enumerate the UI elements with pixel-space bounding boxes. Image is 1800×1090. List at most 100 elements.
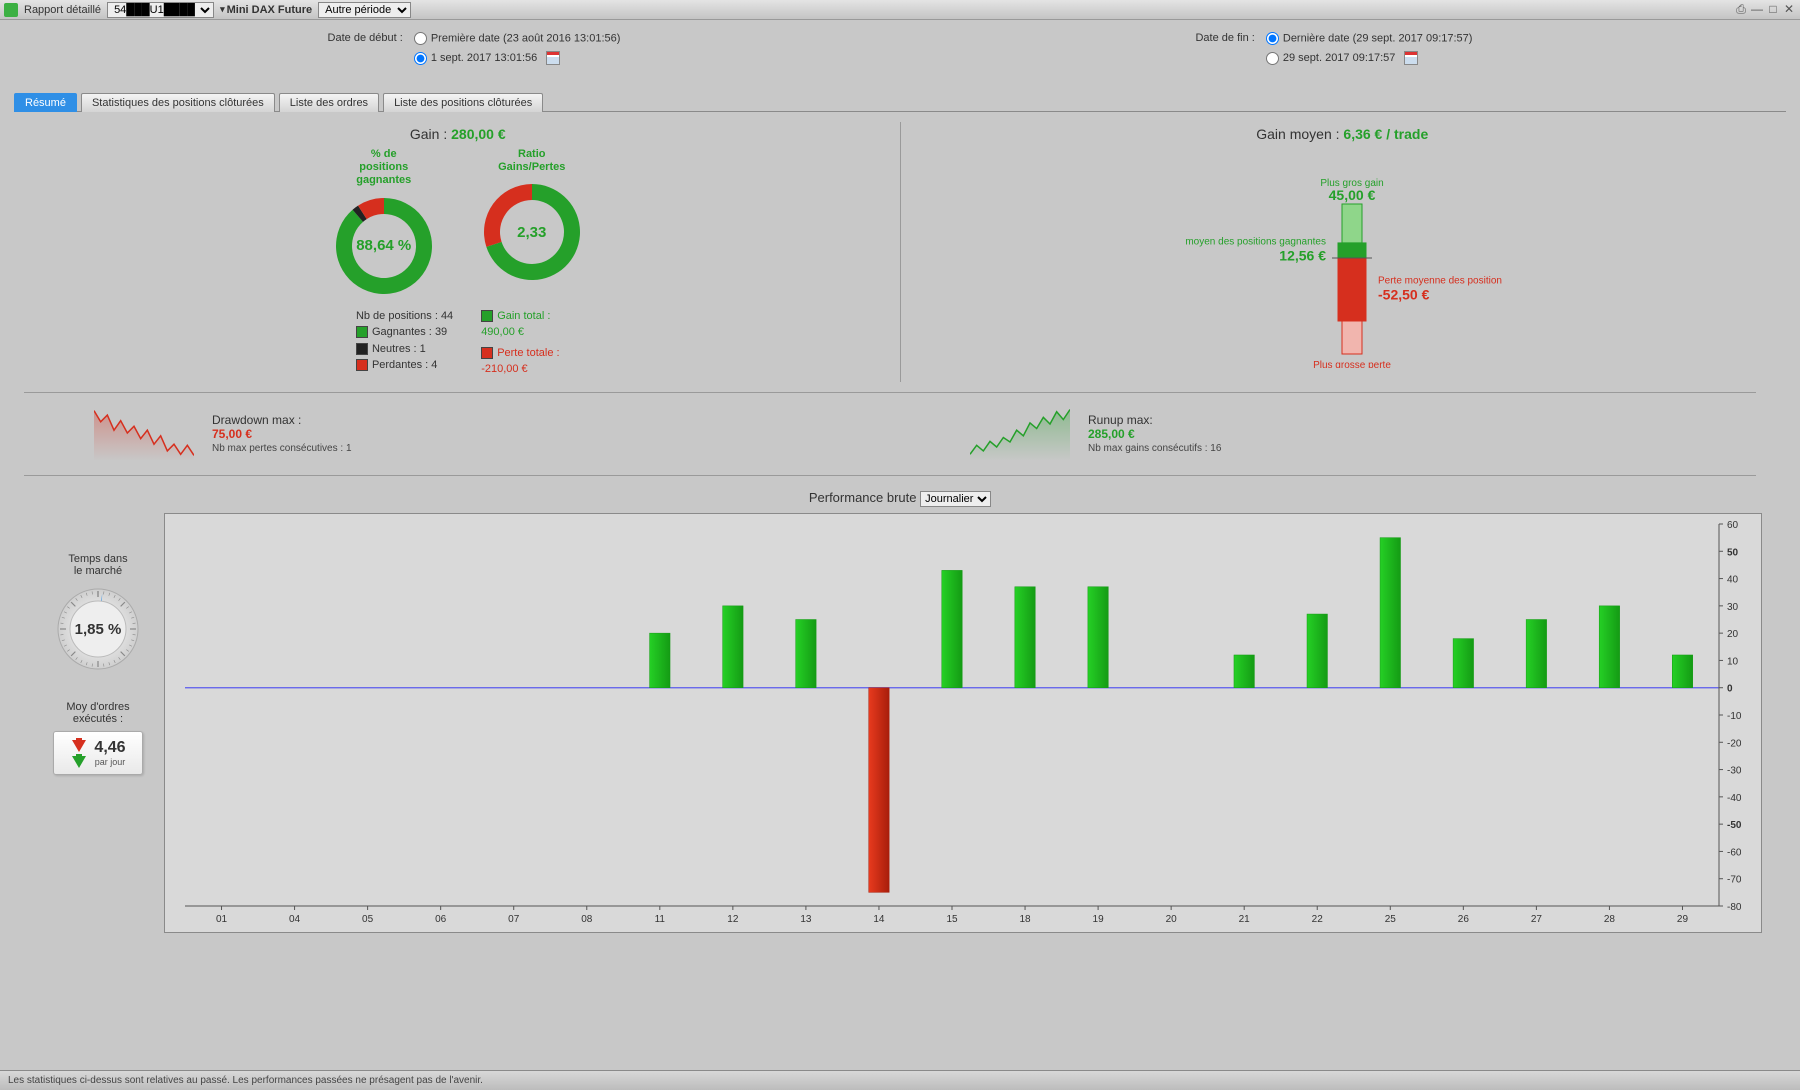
close-icon[interactable]: ✕	[1782, 2, 1796, 17]
avg-orders-title: Moy d'ordres exécutés :	[38, 701, 158, 725]
end-date-label: Date de fin :	[1195, 32, 1254, 44]
end-date-option-1[interactable]: Dernière date (29 sept. 2017 09:17:57)	[1266, 32, 1473, 45]
svg-text:05: 05	[362, 914, 374, 925]
svg-text:06: 06	[435, 914, 447, 925]
ratio-value: 2,33	[478, 178, 586, 286]
window-controls: ⎙ — □ ✕	[1734, 2, 1796, 17]
svg-text:29: 29	[1677, 914, 1689, 925]
perf-granularity-select[interactable]: Journalier	[920, 491, 991, 507]
performance-bar-chart: -80 -70 -60 -50 -40 -30 -20 -10 0 10 20 30 40 50 60 01 0…	[164, 513, 1762, 933]
svg-text:Plus grosse perte: Plus grosse perte	[1313, 360, 1391, 368]
svg-text:-52,50 €: -52,50 €	[1378, 287, 1430, 303]
svg-text:-70: -70	[1727, 875, 1742, 886]
start-date-option-2[interactable]: 1 sept. 2017 13:01:56	[414, 51, 621, 65]
svg-text:Gain moyen des positions gagna: Gain moyen des positions gagnantes	[1182, 236, 1326, 247]
time-in-market-value: 1,85 %	[52, 583, 144, 675]
svg-text:13: 13	[800, 914, 812, 925]
start-date-block: Date de début : Première date (23 août 2…	[328, 32, 621, 71]
svg-text:20: 20	[1166, 914, 1178, 925]
svg-text:11: 11	[655, 914, 666, 925]
winrate-donut: % de positions gagnantes 88,64 %	[330, 148, 438, 300]
svg-text:27: 27	[1531, 914, 1543, 925]
winrate-value: 88,64 %	[330, 192, 438, 300]
instrument-label[interactable]: ▾ Mini DAX Future	[220, 4, 312, 16]
date-range-row: Date de début : Première date (23 août 2…	[0, 20, 1800, 75]
svg-text:30: 30	[1727, 602, 1739, 613]
tab-orders[interactable]: Liste des ordres	[279, 93, 379, 112]
drawdown-sub: Nb max pertes consécutives : 1	[212, 443, 352, 454]
perf-header: Performance brute Journalier	[24, 490, 1776, 507]
avg-orders-value: 4,46	[94, 739, 125, 757]
avg-orders-unit: par jour	[94, 757, 125, 767]
svg-text:-20: -20	[1727, 738, 1742, 749]
svg-text:21: 21	[1239, 914, 1251, 925]
calendar-icon[interactable]	[546, 51, 560, 65]
svg-text:-80: -80	[1727, 902, 1742, 913]
svg-text:12: 12	[727, 914, 739, 925]
svg-text:01: 01	[216, 914, 228, 925]
start-date-option-1[interactable]: Première date (23 août 2016 13:01:56)	[414, 32, 621, 45]
svg-text:Perte moyenne des positions pe: Perte moyenne des positions perdantes	[1378, 276, 1502, 287]
period-select[interactable]: Autre période	[318, 2, 411, 18]
title-bar: Rapport détaillé 54███U1████ ▾ Mini DAX …	[0, 0, 1800, 20]
summary-legend: Nb de positions : 44 Gagnantes : 39 Neut…	[84, 308, 832, 378]
time-in-market-title: Temps dans le marché	[38, 553, 158, 577]
avg-orders-card: 4,46 par jour	[53, 731, 143, 775]
runup-value: 285,00 €	[1088, 427, 1221, 441]
arrow-down-icon	[72, 738, 86, 752]
chevron-down-icon: ▾	[220, 4, 225, 15]
tab-resume[interactable]: Résumé	[14, 93, 77, 112]
ratio-donut: Ratio Gains/Pertes 2,33	[478, 148, 586, 300]
time-in-market-gauge: 1,85 %	[52, 583, 144, 675]
svg-text:22: 22	[1312, 914, 1324, 925]
window-title: Rapport détaillé	[24, 4, 101, 16]
gain-header: Gain : 280,00 €	[84, 126, 832, 142]
arrow-up-icon	[72, 754, 86, 768]
svg-text:15: 15	[946, 914, 958, 925]
maximize-icon[interactable]: □	[1766, 2, 1780, 17]
runup-sub: Nb max gains consécutifs : 16	[1088, 443, 1221, 454]
svg-text:14: 14	[873, 914, 885, 925]
app-icon	[4, 3, 18, 17]
drawdown-label: Drawdown max :	[212, 413, 352, 427]
runup-sparkline	[970, 405, 1070, 461]
tab-bar: Résumé Statistiques des positions clôtur…	[0, 93, 1800, 112]
calendar-icon[interactable]	[1404, 51, 1418, 65]
svg-text:-40: -40	[1727, 793, 1742, 804]
drawdown-sparkline	[94, 405, 194, 461]
svg-text:28: 28	[1604, 914, 1616, 925]
svg-text:-30: -30	[1727, 766, 1742, 777]
svg-text:18: 18	[1019, 914, 1031, 925]
account-select[interactable]: 54███U1████	[107, 2, 214, 18]
tab-stats[interactable]: Statistiques des positions clôturées	[81, 93, 275, 112]
svg-text:50: 50	[1727, 547, 1739, 558]
end-date-option-2[interactable]: 29 sept. 2017 09:17:57	[1266, 51, 1473, 65]
svg-text:-10: -10	[1727, 711, 1742, 722]
drawdown-value: 75,00 €	[212, 427, 352, 441]
end-date-block: Date de fin : Dernière date (29 sept. 20…	[1195, 32, 1472, 71]
svg-text:07: 07	[508, 914, 520, 925]
svg-text:12,56 €: 12,56 €	[1280, 247, 1327, 263]
svg-text:-50: -50	[1727, 820, 1742, 831]
print-icon[interactable]: ⎙	[1734, 2, 1748, 17]
svg-text:-60: -60	[1727, 847, 1742, 858]
svg-text:0: 0	[1727, 684, 1733, 695]
summary-panel: Gain : 280,00 € % de positions gagnantes…	[24, 122, 1776, 382]
svg-text:26: 26	[1458, 914, 1470, 925]
start-date-label: Date de début :	[328, 32, 403, 44]
svg-text:10: 10	[1727, 656, 1739, 667]
avg-gain-value: 6,36 € / trade	[1343, 126, 1428, 142]
svg-text:25: 25	[1385, 914, 1397, 925]
instrument-text: Mini DAX Future	[227, 4, 313, 16]
svg-text:19: 19	[1093, 914, 1105, 925]
svg-text:40: 40	[1727, 575, 1739, 586]
svg-text:08: 08	[581, 914, 593, 925]
gain-loss-boxplot: Plus gros gain45,00 €Gain moyen des posi…	[1182, 148, 1502, 368]
minimize-icon[interactable]: —	[1750, 2, 1764, 17]
tab-positions[interactable]: Liste des positions clôturées	[383, 93, 543, 112]
gain-value: 280,00 €	[451, 126, 506, 142]
svg-text:60: 60	[1727, 520, 1739, 531]
avg-gain-header: Gain moyen : 6,36 € / trade	[969, 126, 1717, 142]
footer-disclaimer: Les statistiques ci-dessus sont relative…	[0, 1070, 1800, 1090]
runup-label: Runup max:	[1088, 413, 1221, 427]
